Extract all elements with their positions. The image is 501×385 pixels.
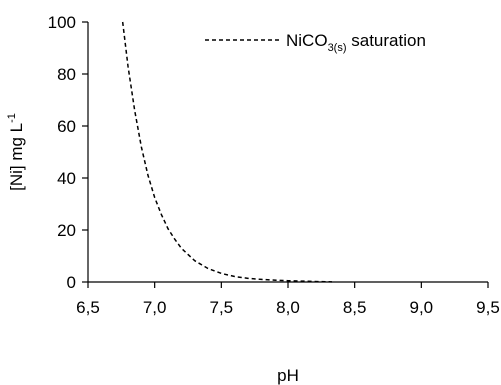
plot-area xyxy=(121,21,333,283)
legend: NiCO3(s) saturation xyxy=(205,31,426,54)
x-tick-label: 6,5 xyxy=(76,298,100,317)
y-tick-label: 60 xyxy=(57,117,76,136)
legend-label: NiCO3(s) saturation xyxy=(286,31,426,54)
y-axis-label: [Ni] mg L-1 xyxy=(6,113,26,191)
legend-label-suffix: saturation xyxy=(347,31,426,50)
x-ticks: 6,5 7,0 7,5 8,0 8,5 9,0 9,5 xyxy=(76,282,500,317)
legend-label-subscript: 3(s) xyxy=(328,42,347,54)
y-tick-label: 0 xyxy=(67,273,76,292)
x-tick-label: 8,0 xyxy=(276,298,300,317)
x-tick-label: 9,5 xyxy=(476,298,500,317)
x-tick-label: 7,5 xyxy=(210,298,234,317)
legend-label-prefix: NiCO xyxy=(286,31,328,50)
y-ticks: 0 20 40 60 80 100 xyxy=(48,13,88,292)
y-axis-label-main: [Ni] mg L xyxy=(7,123,26,191)
x-tick-label: 7,0 xyxy=(143,298,167,317)
y-axis-label-superscript: -1 xyxy=(6,113,18,123)
y-tick-label: 20 xyxy=(57,221,76,240)
x-tick-label: 9,0 xyxy=(410,298,434,317)
y-tick-label: 80 xyxy=(57,65,76,84)
y-tick-label: 40 xyxy=(57,169,76,188)
y-tick-label: 100 xyxy=(48,13,76,32)
x-tick-label: 8,5 xyxy=(343,298,367,317)
x-axis-label: pH xyxy=(277,366,299,385)
series-line-nico3-saturation xyxy=(121,21,333,283)
